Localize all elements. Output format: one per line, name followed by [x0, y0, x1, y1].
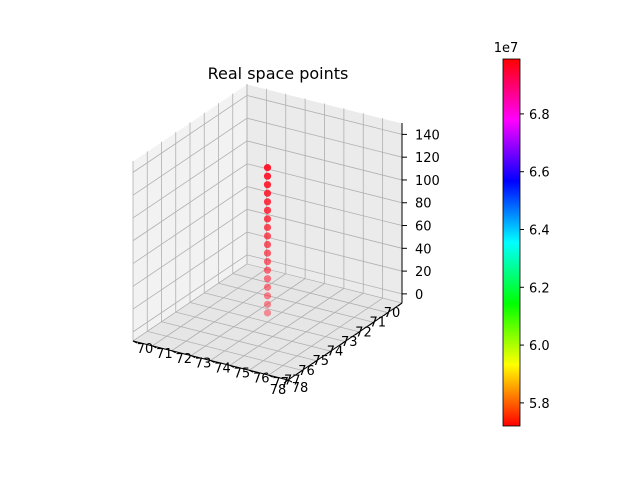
- scatter-point: [263, 172, 272, 180]
- scatter-point: [263, 300, 272, 308]
- scatter-points: [263, 164, 272, 317]
- y-tick-label: 77: [272, 376, 289, 391]
- scatter-point: [263, 266, 272, 274]
- y-tick-label: 74: [214, 362, 231, 377]
- x-tick-mark: [326, 350, 332, 355]
- colorbar-tick-label: 6.6: [529, 166, 550, 181]
- x-tick-label: 73: [341, 335, 358, 350]
- y-tick-mark: [268, 374, 273, 378]
- grid-line-z: [132, 208, 403, 287]
- colorbar-gradient: [502, 58, 521, 427]
- x-tick-label: 76: [298, 364, 315, 379]
- colorbar-tick-label: 6.4: [529, 223, 550, 238]
- grid-line-z: [132, 117, 403, 196]
- z-tick-label: 40: [415, 242, 432, 257]
- grid-line-z: [132, 94, 403, 173]
- z-tick-label: 0: [415, 288, 423, 303]
- y-tick-mark: [132, 340, 138, 344]
- x-tick-mark: [397, 302, 403, 307]
- x-tick-mark: [340, 341, 346, 345]
- scatter-point: [263, 206, 272, 214]
- y-tick-label: 78: [292, 381, 309, 396]
- y-tick-mark: [229, 364, 235, 368]
- grid-line-z: [132, 163, 403, 242]
- x-tick-label: 74: [327, 345, 344, 360]
- y-tick-label: 72: [175, 352, 192, 367]
- chart-title: Real space points: [208, 64, 349, 83]
- x-tick-label: 75: [312, 354, 329, 369]
- grid-line-y: [190, 98, 306, 356]
- scatter-point: [263, 164, 272, 172]
- scatter-point: [263, 189, 272, 197]
- grid-line-y: [210, 103, 325, 361]
- x-tick-label: 77: [284, 373, 301, 388]
- scatter-point: [263, 232, 272, 240]
- y-tick-label: 75: [234, 366, 251, 381]
- y-tick-mark: [210, 360, 215, 363]
- colorbar-tick-label: 6.2: [529, 281, 550, 296]
- scatter-point: [263, 215, 272, 223]
- z-axis-ticks: 0 20 40 60 80 100 120 140: [402, 128, 440, 303]
- x-tick-mark: [297, 369, 303, 374]
- scatter-point: [263, 181, 272, 189]
- y-tick-mark: [287, 379, 293, 383]
- x-tick-mark: [369, 321, 374, 326]
- x-tick-label: 70: [384, 306, 401, 321]
- x-tick-label: 72: [355, 325, 372, 340]
- z-tick-label: 60: [415, 220, 432, 235]
- y-tick-mark: [152, 345, 157, 349]
- scatter-point: [263, 249, 272, 257]
- z-tick-label: 80: [415, 197, 432, 212]
- scatter-point: [263, 275, 272, 283]
- y-tick-label: 73: [195, 357, 212, 372]
- y-axis-ticks: 70 71 72 73 74 75 76 77 78: [132, 340, 309, 396]
- grid-line-z: [132, 231, 403, 310]
- y-tick-mark: [190, 355, 196, 359]
- scatter-point: [263, 283, 272, 291]
- scatter-point: [263, 292, 272, 300]
- scatter-point: [263, 309, 272, 317]
- colorbar-tick-label: 6.8: [529, 108, 550, 123]
- x-tick-label: 71: [369, 316, 386, 331]
- scatter-point: [263, 223, 272, 232]
- y-tick-label: 70: [137, 342, 154, 357]
- grid-line-y: [249, 113, 364, 371]
- z-tick-label: 140: [415, 128, 440, 143]
- scatter-point: [263, 198, 272, 206]
- x-tick-mark: [383, 312, 389, 317]
- x-tick-mark: [354, 331, 360, 336]
- y-tick-mark: [171, 350, 176, 354]
- colorbar-exponent: 1e7: [494, 41, 519, 56]
- grid-line-z: [132, 186, 403, 264]
- z-tick-label: 120: [415, 151, 440, 166]
- grid-line-y: [229, 108, 345, 366]
- y-tick-label: 76: [253, 371, 270, 386]
- grid-line-z: [132, 140, 403, 219]
- colorbar-ticks: 5.8 6.0 6.2 6.4 6.6 6.8: [520, 108, 550, 412]
- x-tick-mark: [283, 379, 289, 384]
- grid-line-z: [132, 254, 403, 333]
- colorbar-tick-label: 5.8: [529, 397, 550, 412]
- y-tick-mark: [249, 369, 254, 373]
- grid-line-y: [171, 93, 287, 352]
- x-tick-mark: [312, 360, 317, 365]
- scatter-point: [263, 240, 272, 249]
- colorbar: 1e7 5.8 6.0 6.2 6.4 6.6 6.8: [494, 41, 550, 427]
- x-tick-label: 78: [270, 383, 287, 398]
- z-tick-label: 20: [415, 265, 432, 280]
- grid-line-y: [268, 118, 384, 376]
- scatter-point: [263, 258, 272, 266]
- z-tick-label: 100: [415, 174, 440, 189]
- grid-line-y: [132, 84, 248, 342]
- colorbar-tick-label: 6.0: [529, 339, 550, 354]
- y-tick-label: 71: [156, 347, 173, 362]
